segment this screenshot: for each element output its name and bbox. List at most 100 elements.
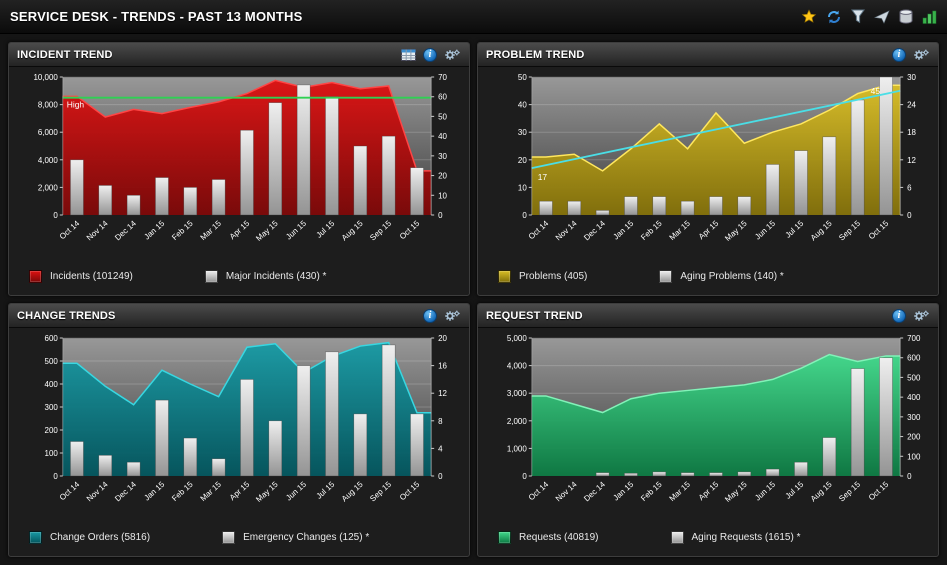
svg-text:Feb 15: Feb 15 — [170, 479, 195, 503]
svg-text:May 15: May 15 — [254, 218, 280, 243]
settings-gears-icon[interactable] — [444, 48, 461, 62]
svg-text:24: 24 — [907, 101, 916, 110]
legend-swatch — [29, 269, 42, 283]
legend-swatch — [659, 269, 673, 283]
refresh-icon[interactable] — [826, 9, 842, 25]
svg-text:Oct 15: Oct 15 — [398, 479, 422, 502]
svg-text:300: 300 — [45, 403, 59, 412]
toolbar — [801, 8, 937, 25]
svg-text:50: 50 — [438, 112, 447, 121]
legend-swatch — [670, 530, 684, 544]
svg-text:400: 400 — [45, 380, 59, 389]
panel-change-trends: CHANGE TRENDS i 0 100 200 300 400 500 600 0 4 8 12… — [8, 303, 470, 557]
send-icon[interactable] — [874, 9, 890, 24]
report-grid-icon[interactable] — [401, 48, 416, 61]
svg-text:Dec 14: Dec 14 — [582, 479, 607, 503]
legend-label: Problems (405) — [519, 270, 588, 282]
svg-text:Sep 15: Sep 15 — [368, 479, 393, 503]
chart-legend: Requests (40819) Aging Requests (1615) * — [478, 518, 938, 556]
svg-text:Sep 15: Sep 15 — [837, 479, 862, 503]
svg-text:17: 17 — [538, 172, 548, 182]
svg-text:0: 0 — [53, 472, 58, 481]
star-icon[interactable] — [801, 8, 817, 25]
legend-item-major-incidents[interactable]: Major Incidents (430) * — [204, 269, 326, 283]
svg-text:Apr 15: Apr 15 — [228, 218, 252, 241]
svg-text:High: High — [67, 100, 85, 110]
legend-label: Aging Problems (140) * — [680, 270, 784, 282]
info-icon[interactable]: i — [423, 308, 437, 323]
legend-swatch — [498, 530, 511, 544]
legend-label: Change Orders (5816) — [50, 531, 151, 543]
info-icon[interactable]: i — [423, 47, 437, 62]
svg-text:Jul 15: Jul 15 — [784, 479, 806, 500]
request-trend-chart: 0 1,000 2,000 3,000 4,000 5,000 0 100 200 300 400 5… — [507, 334, 921, 504]
panel-title: PROBLEM TREND — [486, 48, 585, 61]
bar-chart-icon[interactable] — [922, 10, 937, 24]
info-icon[interactable]: i — [892, 47, 906, 62]
filter-icon[interactable] — [851, 9, 865, 24]
svg-text:Mar 15: Mar 15 — [199, 479, 224, 503]
info-icon[interactable]: i — [892, 308, 906, 323]
svg-text:Apr 15: Apr 15 — [697, 218, 721, 241]
panel-header: PROBLEM TREND i — [478, 43, 938, 67]
svg-text:0: 0 — [438, 472, 443, 481]
legend-label: Requests (40819) — [519, 531, 599, 543]
legend-item-emergency-changes[interactable]: Emergency Changes (125) * — [222, 530, 369, 544]
chart-legend: Problems (405) Aging Problems (140) * — [478, 257, 938, 295]
panel-header: INCIDENT TREND i — [9, 43, 469, 67]
svg-text:12: 12 — [438, 389, 447, 398]
svg-text:10,000: 10,000 — [33, 73, 58, 82]
panel-header-icons: i — [892, 308, 930, 323]
database-icon[interactable] — [899, 9, 913, 24]
svg-text:Aug 15: Aug 15 — [340, 479, 365, 503]
legend-item-aging-problems[interactable]: Aging Problems (140) * — [659, 269, 784, 283]
svg-text:700: 700 — [907, 334, 921, 343]
legend-label: Incidents (101249) — [50, 270, 133, 282]
panel-problem-trend: PROBLEM TREND i 17 45 0 10 20 30 40 50 0 6 12 18 24 3… — [477, 42, 939, 296]
svg-text:May 15: May 15 — [254, 479, 280, 504]
svg-text:Oct 15: Oct 15 — [867, 479, 891, 502]
legend-item-requests[interactable]: Requests (40819) — [498, 530, 599, 544]
svg-text:Feb 15: Feb 15 — [639, 479, 664, 503]
svg-text:Nov 14: Nov 14 — [85, 218, 110, 242]
svg-text:30: 30 — [438, 152, 447, 161]
settings-gears-icon[interactable] — [913, 48, 930, 62]
legend-item-aging-requests[interactable]: Aging Requests (1615) * — [670, 530, 800, 544]
svg-text:Nov 14: Nov 14 — [85, 479, 110, 503]
svg-text:Mar 15: Mar 15 — [668, 218, 693, 242]
svg-text:Dec 14: Dec 14 — [113, 218, 138, 242]
legend-item-change-orders[interactable]: Change Orders (5816) — [29, 530, 151, 544]
legend-item-problems[interactable]: Problems (405) — [498, 269, 588, 283]
svg-text:400: 400 — [907, 393, 921, 402]
svg-text:18: 18 — [907, 128, 916, 137]
svg-text:Jan 15: Jan 15 — [143, 218, 167, 241]
svg-text:3,000: 3,000 — [507, 389, 527, 398]
svg-text:40: 40 — [518, 101, 527, 110]
legend-swatch — [498, 269, 511, 283]
svg-text:6: 6 — [907, 183, 912, 192]
svg-text:4: 4 — [438, 444, 443, 453]
problem-trend-chart: 17 45 0 10 20 30 40 50 0 6 12 18 24 30 Oct 14 Nov 14 Dec… — [518, 73, 917, 243]
svg-text:Jun 15: Jun 15 — [753, 218, 777, 241]
svg-text:Jan 15: Jan 15 — [143, 479, 167, 502]
svg-text:500: 500 — [907, 373, 921, 382]
settings-gears-icon[interactable] — [444, 309, 461, 323]
settings-gears-icon[interactable] — [913, 309, 930, 323]
svg-text:0: 0 — [53, 211, 58, 220]
svg-text:Oct 14: Oct 14 — [58, 218, 82, 241]
panel-header: REQUEST TREND i — [478, 304, 938, 328]
svg-text:4,000: 4,000 — [507, 362, 527, 371]
svg-text:20: 20 — [438, 172, 447, 181]
svg-text:Nov 14: Nov 14 — [554, 218, 579, 242]
svg-text:Apr 15: Apr 15 — [228, 479, 252, 502]
svg-text:Apr 15: Apr 15 — [697, 479, 721, 502]
legend-item-incidents[interactable]: Incidents (101249) — [29, 269, 133, 283]
svg-text:100: 100 — [45, 449, 59, 458]
svg-text:0: 0 — [522, 211, 527, 220]
svg-text:0: 0 — [907, 472, 912, 481]
svg-text:12: 12 — [907, 156, 916, 165]
svg-text:2,000: 2,000 — [38, 183, 58, 192]
svg-text:0: 0 — [907, 211, 912, 220]
svg-text:70: 70 — [438, 73, 447, 82]
svg-text:30: 30 — [907, 73, 916, 82]
